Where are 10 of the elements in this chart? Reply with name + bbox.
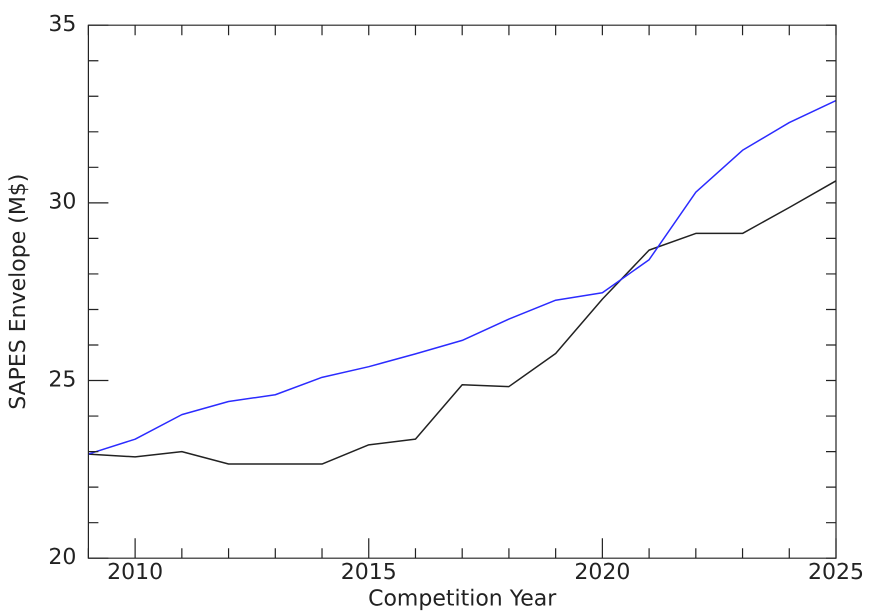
- x-tick-label: 2020: [574, 560, 630, 586]
- y-tick-label: 35: [48, 12, 76, 37]
- y-tick-label: 25: [48, 367, 76, 392]
- x-axis-title: Competition Year: [368, 586, 558, 612]
- y-tick-label: 30: [48, 190, 76, 215]
- y-axis-title: SAPES Envelope (M$): [6, 174, 31, 410]
- x-tick-label: 2015: [340, 560, 397, 586]
- x-tick-label: 2025: [808, 560, 864, 586]
- x-tick-label: 2010: [107, 560, 164, 586]
- y-tick-label: 20: [48, 544, 76, 570]
